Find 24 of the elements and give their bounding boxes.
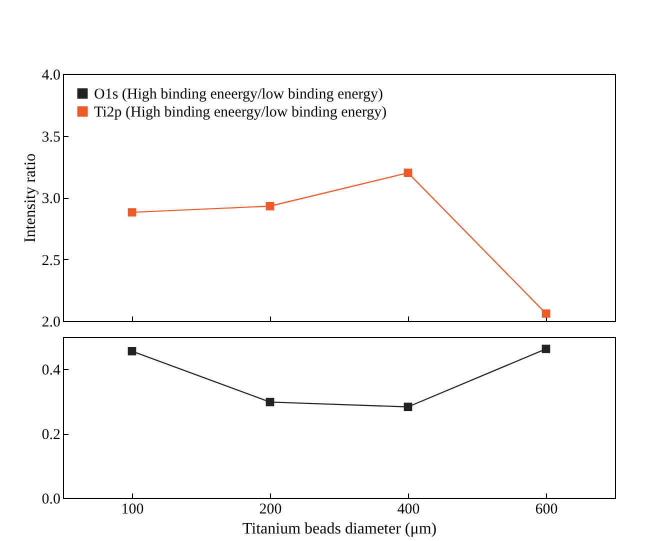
y-tick-label: 2.5	[42, 252, 60, 269]
y-tick-label: 3.0	[42, 191, 60, 207]
y-tick-label: 0.4	[42, 362, 61, 379]
legend-label: Ti2p (High binding eneergy/low binding energy)	[94, 104, 387, 120]
point	[128, 208, 136, 217]
point	[404, 168, 412, 177]
x-tick-label: 200	[259, 502, 282, 518]
point	[266, 398, 274, 406]
y-tick-label: 3.5	[42, 129, 60, 146]
point	[542, 309, 550, 318]
point	[542, 344, 550, 354]
y-axis-title: Intensity ratio	[22, 153, 39, 243]
x-tick-label: 100	[121, 502, 144, 518]
legend-label: O1s (High binding eneergy/low binding energy)	[94, 86, 383, 102]
y-tick-label: 0.0	[42, 492, 60, 508]
x-tick-label: 400	[397, 502, 420, 518]
point	[128, 346, 136, 356]
y-tick-label: 0.2	[42, 427, 60, 444]
y-tick-label: 4.0	[42, 68, 60, 84]
point	[404, 402, 412, 412]
point	[266, 202, 274, 210]
x-axis-title: Titanium beads diameter (μm)	[242, 520, 437, 538]
y-tick-label: 2.0	[42, 314, 60, 330]
x-tick-label: 600	[535, 502, 558, 518]
